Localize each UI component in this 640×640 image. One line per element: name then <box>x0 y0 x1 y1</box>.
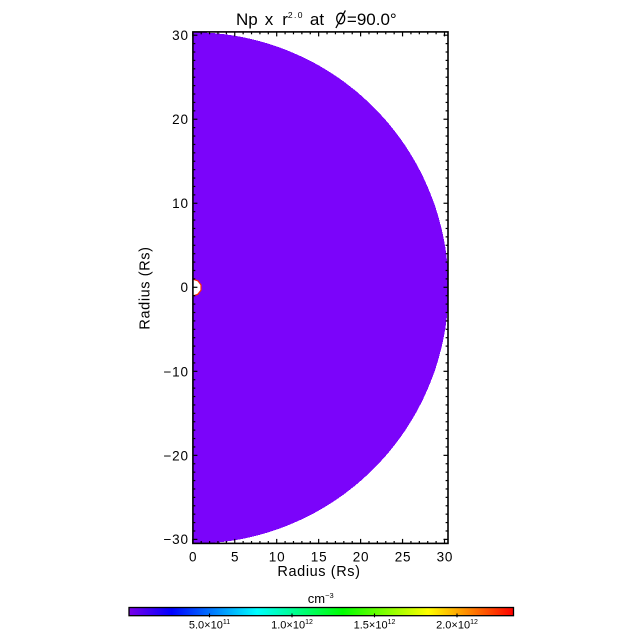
svg-text:−20: −20 <box>163 448 188 463</box>
svg-text:30: 30 <box>437 550 454 565</box>
svg-text:x: x <box>265 10 274 29</box>
svg-text:at: at <box>310 10 324 29</box>
svg-text:0: 0 <box>189 550 197 565</box>
svg-text:20: 20 <box>353 550 370 565</box>
svg-text:5.0×1011: 5.0×1011 <box>189 619 230 632</box>
svg-text:cm−3: cm−3 <box>308 591 334 606</box>
svg-text:10: 10 <box>172 196 189 211</box>
svg-text:0: 0 <box>180 280 188 295</box>
svg-text:1.5×1012: 1.5×1012 <box>354 619 396 632</box>
svg-text:Np: Np <box>236 10 258 29</box>
svg-text:=90.0°: =90.0° <box>347 10 397 29</box>
svg-text:−30: −30 <box>163 532 188 547</box>
svg-text:Radius (Rs): Radius (Rs) <box>138 246 154 329</box>
svg-text:5: 5 <box>231 550 239 565</box>
svg-text:r: r <box>282 10 288 29</box>
svg-text:1.0×1012: 1.0×1012 <box>271 619 313 632</box>
svg-text:15: 15 <box>311 550 328 565</box>
svg-text:30: 30 <box>172 28 189 43</box>
svg-text:10: 10 <box>269 550 286 565</box>
svg-text:25: 25 <box>395 550 412 565</box>
svg-text:20: 20 <box>172 112 189 127</box>
svg-text:Radius (Rs): Radius (Rs) <box>277 564 360 580</box>
svg-text:2.0: 2.0 <box>288 10 304 20</box>
svg-text:−10: −10 <box>163 364 188 379</box>
svg-text:2.0×1012: 2.0×1012 <box>436 619 478 632</box>
